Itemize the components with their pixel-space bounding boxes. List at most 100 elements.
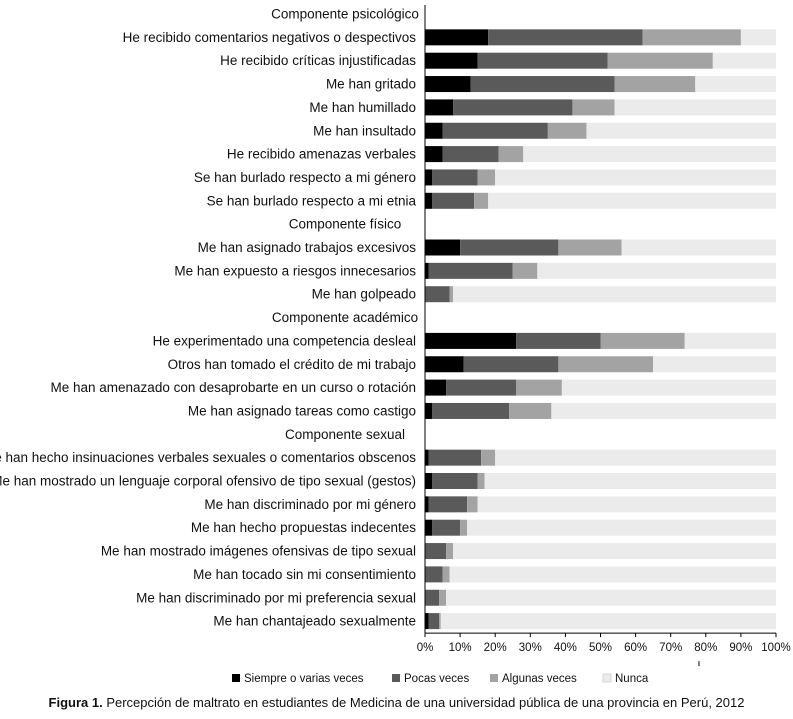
bar-segment-nunca [453,543,776,560]
bar-segment-algunas-veces [477,473,485,489]
bar-segment-algunas-veces [558,239,622,256]
x-tick-label: 40% [554,642,577,654]
category-label-me-han-insultado: Me han insultado [313,123,416,138]
legend-label-pocas-veces: Pocas veces [404,673,469,685]
bar-segment-algunas-veces [512,262,538,279]
bar-segment-nunca [446,589,776,606]
bar-segment-algunas-veces [547,122,587,139]
bar-segment-nunca [467,519,776,536]
legend-swatch-algunas-veces [490,674,498,682]
bar-segment-nunca [523,146,776,163]
bar-segment-pocas-veces [425,543,447,560]
bar-segment-siempre-o-varias-veces [425,76,471,93]
legend-label-nunca: Nunca [615,673,649,685]
category-label-he-recibido-criticas-injustificadas: He recibido críticas injustificadas [220,53,416,68]
bar-segment-siempre-o-varias-veces [425,613,429,630]
x-tick-label: 30% [519,642,542,654]
x-tick-label: 80% [694,642,717,654]
bar-segment-algunas-veces [442,566,450,583]
bar-segment-algunas-veces [516,379,562,396]
bar-segment-algunas-veces [642,29,741,46]
bar-segment-siempre-o-varias-veces [425,52,478,69]
bar-segment-algunas-veces [481,449,496,466]
section-header-componente-fisico: Componente físico [289,217,402,232]
bar-segment-nunca [440,613,776,630]
bar-segment-pocas-veces [432,402,510,419]
x-tick-label: 70% [659,642,682,654]
category-label-me-han-expuesto-a-riesgos-innecesarios: Me han expuesto a riesgos innecesarios [174,263,416,278]
bar-segment-algunas-veces [614,76,696,93]
bars-layer [425,29,776,630]
category-label-me-han-golpeado: Me han golpeado [312,287,416,302]
bar-segment-algunas-veces [607,52,713,69]
bar-segment-siempre-o-varias-veces [425,146,443,163]
category-label-otros-han-tomado-el-credito-de-mi-trabajo: Otros han tomado el crédito de mi trabaj… [168,357,416,372]
bar-segment-algunas-veces [449,286,454,303]
bar-segment-nunca [561,379,776,396]
bar-segment-pocas-veces [463,356,559,373]
category-label-me-han-chantajeado-sexualmente: Me han chantajeado sexualmente [213,614,416,629]
legend-label-algunas-veces: Algunas veces [502,673,577,685]
bar-segment-pocas-veces [425,286,450,303]
bar-segment-siempre-o-varias-veces [425,379,447,396]
bar-segment-algunas-veces [446,543,454,560]
bar-segment-pocas-veces [516,332,601,349]
bar-segment-siempre-o-varias-veces [425,99,454,116]
category-label-me-han-hecho-insinuaciones-verbales-sexuales-o-comentarios-obscenos: Me han hecho insinuaciones verbales sexu… [0,450,416,465]
bar-segment-algunas-veces [467,496,478,513]
bar-segment-pocas-veces [453,99,573,116]
x-tick-label: 50% [589,642,612,654]
legend-swatch-nunca [602,673,612,683]
bar-segment-nunca [621,239,776,256]
bar-segment-pocas-veces [428,496,468,513]
category-label-me-han-discriminado-por-mi-preferencia-sexual: Me han discriminado por mi preferencia s… [136,590,416,605]
bar-segment-nunca [537,262,776,279]
bar-segment-siempre-o-varias-veces [425,169,433,186]
category-label-me-han-gritado: Me han gritado [326,77,416,92]
figure-caption: Figura 1. Percepción de maltrato en estu… [0,695,793,710]
x-tick-label: 90% [729,642,752,654]
category-label-me-han-discriminado-por-mi-genero: Me han discriminado por mi género [204,497,416,512]
bar-segment-siempre-o-varias-veces [425,192,433,209]
bar-segment-siempre-o-varias-veces [425,239,461,256]
bar-segment-pocas-veces [425,589,440,606]
figure-caption-text: Percepción de maltrato en estudiantes de… [106,695,745,710]
category-label-me-han-hecho-propuestas-indecentes: Me han hecho propuestas indecentes [191,520,416,535]
x-tick-label: 10% [449,642,472,654]
bar-segment-nunca [477,496,776,513]
category-label-me-han-mostrado-un-lenguaje-corporal-ofensivo-de-tipo-sexual-gestos: Me han mostrado un lenguaje corporal ofe… [0,474,416,489]
bar-segment-nunca [453,286,776,303]
bar-segment-nunca [449,566,776,583]
bar-segment-algunas-veces [558,356,654,373]
category-label-he-recibido-amenazas-verbales: He recibido amenazas verbales [227,147,416,162]
category-label-me-han-mostrado-imagenes-ofensivas-de-tipo-sexual: Me han mostrado imágenes ofensivas de ti… [101,544,416,559]
bar-segment-nunca [495,449,776,466]
bar-segment-nunca [551,402,776,419]
bar-segment-pocas-veces [432,473,478,489]
x-tick-label: 60% [624,642,647,654]
bar-segment-nunca [684,332,776,349]
bar-segment-siempre-o-varias-veces [425,29,489,46]
category-label-me-han-asignado-trabajos-excesivos: Me han asignado trabajos excesivos [198,240,417,255]
bar-segment-algunas-veces [498,146,524,163]
x-axis: 0% 10% 20% 30% 40% 50% 60% 70% 80% 90% 100% [417,632,791,667]
bar-segment-pocas-veces [442,146,499,163]
bar-segment-pocas-veces [460,239,559,256]
category-labels: Componente psicológico He recibido coment… [0,7,419,629]
bar-segment-pocas-veces [477,52,608,69]
section-header-componente-psicologico: Componente psicológico [271,7,419,22]
legend-swatch-siempre-o-varias-veces [232,674,240,682]
bar-segment-pocas-veces [428,613,440,630]
bar-segment-siempre-o-varias-veces [425,262,429,279]
bar-segment-nunca [586,122,776,139]
bar-segment-pocas-veces [425,566,443,583]
bar-segment-pocas-veces [428,262,513,279]
section-header-componente-sexual: Componente sexual [285,427,405,442]
bar-segment-nunca [712,52,776,69]
bar-segment-nunca [495,169,776,186]
bar-segment-pocas-veces [432,519,461,536]
bar-segment-algunas-veces [572,99,615,116]
bar-segment-nunca [488,192,776,209]
bar-segment-pocas-veces [428,449,482,466]
legend-swatch-pocas-veces [392,674,400,682]
